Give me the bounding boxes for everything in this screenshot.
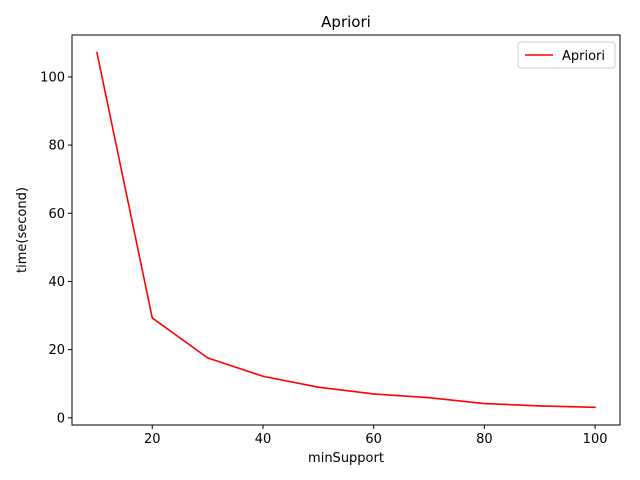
data-point xyxy=(538,405,541,407)
y-tick-label: 0 xyxy=(57,411,65,426)
x-tick-label: 80 xyxy=(476,432,493,447)
x-tick-label: 40 xyxy=(255,432,272,447)
chart-title: Apriori xyxy=(321,13,371,31)
data-point xyxy=(262,375,264,378)
axes-frame xyxy=(71,34,621,426)
y-tick-label: 100 xyxy=(40,70,65,85)
series-line-apriori xyxy=(96,52,596,409)
data-point xyxy=(151,317,154,319)
legend: Apriori xyxy=(517,41,616,69)
legend-label-apriori: Apriori xyxy=(562,49,605,64)
data-point xyxy=(428,396,430,399)
data-point xyxy=(96,51,98,54)
x-axis: 20 40 60 80 100 xyxy=(144,425,608,447)
data-point xyxy=(483,402,486,405)
x-tick-label: 100 xyxy=(583,432,608,447)
y-tick-label: 60 xyxy=(48,207,65,222)
x-tick-label: 60 xyxy=(365,432,382,447)
data-point xyxy=(594,406,596,409)
x-axis-label: minSupport xyxy=(308,451,384,466)
plot-area: 20 40 60 80 100 0 20 40 60 80 100 xyxy=(40,34,621,447)
y-tick-label: 80 xyxy=(48,139,65,154)
y-axis-label: time(second) xyxy=(15,187,30,273)
legend-box xyxy=(517,41,616,69)
y-axis: 0 20 40 60 80 100 xyxy=(40,70,72,426)
data-point xyxy=(317,386,320,388)
x-tick-label: 20 xyxy=(144,432,161,447)
y-tick-label: 40 xyxy=(48,275,65,290)
data-point xyxy=(206,357,209,359)
data-point xyxy=(372,393,375,395)
y-tick-label: 20 xyxy=(48,343,65,358)
series-layer xyxy=(96,51,596,409)
